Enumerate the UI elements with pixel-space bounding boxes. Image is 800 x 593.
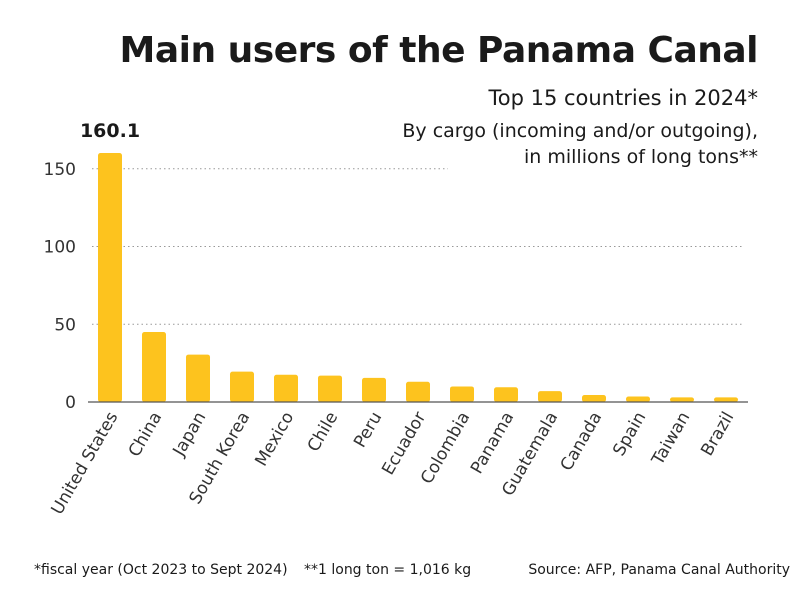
bar-colombia <box>450 386 474 402</box>
footnote-fiscal-year: *fiscal year (Oct 2023 to Sept 2024) <box>34 562 288 578</box>
chart-title: Main users of the Panama Canal <box>119 30 759 71</box>
bar-brazil <box>714 397 738 402</box>
description-line-2: in millions of long tons** <box>523 146 758 168</box>
bar-south-korea <box>230 371 254 402</box>
x-tick-label-japan: Japan <box>169 409 211 461</box>
x-tick-label-canada: Canada <box>557 409 607 475</box>
bar-canada <box>582 395 606 402</box>
x-tick-label-brazil: Brazil <box>697 409 738 460</box>
bar-mexico <box>274 374 298 402</box>
bar-united-states <box>98 153 122 402</box>
bar-ecuador <box>406 381 430 402</box>
x-tick-label-united-states: United States <box>47 408 122 518</box>
bar-panama <box>494 387 518 402</box>
x-tick-label-taiwan: Taiwan <box>648 409 695 470</box>
bar-peru <box>362 377 386 402</box>
description-line-1: By cargo (incoming and/or outgoing), <box>402 120 758 142</box>
footnote-long-ton: **1 long ton = 1,016 kg <box>304 562 472 578</box>
bar-chile <box>318 375 342 402</box>
bar-china <box>142 332 166 402</box>
x-tick-label-china: China <box>125 409 167 461</box>
chart-subtitle: Top 15 countries in 2024* <box>488 86 758 110</box>
bar-taiwan <box>670 397 694 402</box>
chart-description: By cargo (incoming and/or outgoing), in … <box>402 118 758 170</box>
source-note: Source: AFP, Panama Canal Authority <box>528 562 790 578</box>
bar-japan <box>186 354 210 402</box>
y-tick-label-150: 150 <box>44 160 76 180</box>
y-tick-label-0: 0 <box>65 393 76 413</box>
x-tick-label-mexico: Mexico <box>251 409 298 470</box>
bar-guatemala <box>538 391 562 402</box>
x-tick-label-spain: Spain <box>609 409 650 460</box>
bar-spain <box>626 396 650 402</box>
y-tick-label-50: 50 <box>54 315 76 335</box>
y-tick-label-100: 100 <box>44 238 76 258</box>
x-tick-label-chile: Chile <box>304 409 343 456</box>
x-tick-label-peru: Peru <box>350 409 386 452</box>
data-label-0: 160.1 <box>80 120 140 142</box>
